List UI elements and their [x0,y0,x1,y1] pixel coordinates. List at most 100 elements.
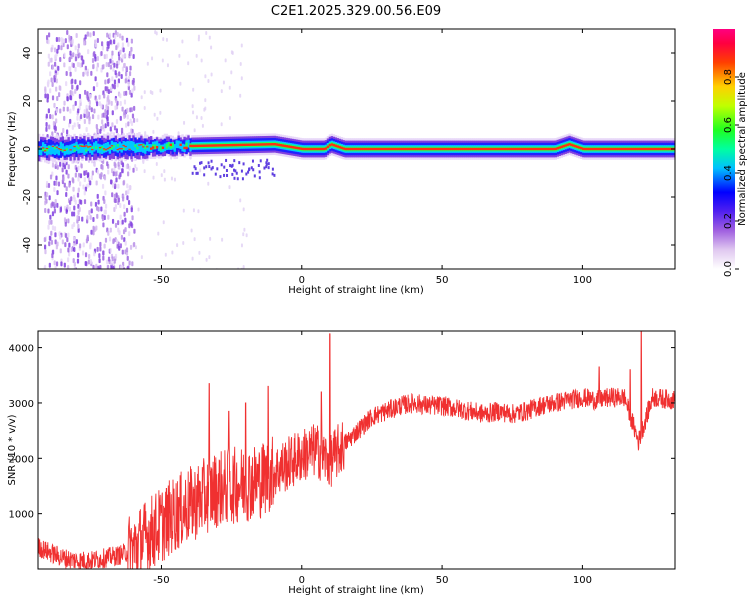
spectrogram-cell [114,171,118,177]
spectrogram-cell [61,167,64,173]
spectrogram-cell [51,95,55,101]
spectrogram-cell [61,143,64,153]
spectrogram-cell [70,247,73,253]
spectrogram-cell [113,125,117,131]
spectrogram-cell [195,53,198,58]
spectrogram-cell [126,183,129,189]
spectrogram-cell [75,32,78,38]
spectrogram-cell [47,53,50,59]
spectrogram-cell [87,96,90,102]
spectrogram-cell [159,110,162,115]
spectrogram-cell [102,250,105,256]
spectrogram-cell [314,147,318,151]
spectrogram-cell [287,145,290,148]
spectrogram-cell [299,147,302,150]
spectrogram-cell [476,147,479,151]
spectrogram-cell [283,144,286,148]
spectrogram-cell [123,114,126,120]
spectrogram-cell [92,225,95,231]
spectrogram-cell [637,147,640,151]
spectrogram-cell [45,113,48,119]
spectrogram-cell [104,142,108,153]
spectrogram-cell [144,146,147,150]
spectrogram-cell [73,261,76,267]
spectrogram-cell [293,146,296,149]
spectrogram-cell [411,147,414,151]
spectrogram-cell [57,181,61,187]
spectrogram-cell [155,140,159,149]
spectrogram-cell [185,142,188,148]
spectrogram-cell [106,141,110,152]
spectrogram-cell [47,39,50,45]
spectrogram-cell [76,258,80,264]
spectrogram-cell [108,147,112,150]
spectrogram-cell [116,149,119,151]
spectrogram-cell [113,39,116,45]
spectrogram-cell [111,218,115,224]
spectrogram-cell [49,145,53,155]
spectrogram-cell [95,225,98,231]
spectrogram-cell [89,143,92,154]
spectrogram-cell [326,145,330,149]
spectrogram-cell [128,141,131,151]
spectrogram-cell [111,50,114,56]
spectrogram-cell [71,177,74,183]
spectrogram-cell [603,147,607,151]
spectrogram-cell [105,53,108,59]
spectrogram-cell [55,146,59,148]
spectrogram-cell [560,145,563,149]
spectrogram-cell [242,264,245,269]
spectrogram-cell [354,147,357,151]
spectrogram-cell [208,255,211,260]
spectrogram-cell [128,165,131,171]
spectrogram-cell [125,71,128,77]
spectrogram-cell [112,265,115,269]
spectrogram-cell [50,77,53,83]
spectrogram-cell [656,147,660,151]
spectrogram-cell [73,205,76,211]
spectrogram-cell [650,147,654,151]
spectrogram-cell [95,180,98,186]
spectrogram-cell [182,208,185,213]
spectrogram-cell [134,143,137,153]
figure-title: C2E1.2025.329.00.56.E09 [271,4,441,19]
spectrogram-cell [169,143,173,147]
spectrogram-cell [193,237,196,242]
spectrogram-cell [65,192,68,198]
spectrogram-cell [96,143,100,153]
spectrogram-cell [94,76,97,82]
spectrogram-cell [49,114,52,120]
spectrogram-cell [131,113,135,119]
spectrogram-cell [466,147,469,151]
spectrogram-cell [53,124,56,130]
spectrogram-cell [104,86,107,92]
spectrogram-cell [48,195,51,201]
spectrogram-cell [53,226,57,232]
spectrogram-cell [212,144,216,147]
spectrogram-cell [74,45,77,51]
spectrogram-cell [98,253,101,259]
spectrogram-cell [566,143,569,147]
spectrogram-cell [517,147,520,151]
spectrogram-cell [641,147,644,151]
spectrogram-cell [119,93,122,99]
spectrogram-cell [340,146,343,150]
spectrogram-cell [78,243,82,249]
spectrogram-cell [50,219,53,225]
spectrogram-cell [170,176,173,181]
spectrogram-cell [247,170,250,174]
spectrogram-cell [66,129,69,135]
spectrogram-cell [219,175,222,179]
spectrogram-cell [71,84,74,90]
spectrogram-cell [122,144,125,147]
spectrogram-cell [181,39,184,44]
spectrogram-cell [66,106,69,112]
spectrogram-cell [334,144,338,148]
spectrogram-cell [86,215,89,221]
spectrogram-cell [85,238,89,244]
spectrogram-cell [238,143,241,147]
spectrogram-cell [635,147,638,151]
spectrogram-cell [214,144,218,147]
spectrogram-cell [64,221,67,227]
spectrogram-cell [111,182,115,188]
